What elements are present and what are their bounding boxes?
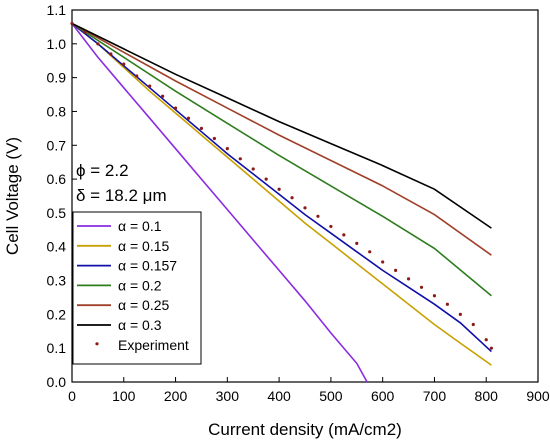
legend-label: α = 0.25	[118, 297, 170, 313]
experiment-point	[368, 250, 372, 254]
series-line-0	[71, 23, 368, 383]
x-axis-title: Current density (mA/cm2)	[208, 420, 402, 439]
y-tick-label: 0.4	[47, 239, 67, 255]
experiment-point	[122, 62, 126, 66]
experiment-point	[212, 136, 216, 141]
experiment-point	[489, 346, 493, 350]
series-line-1	[71, 22, 492, 366]
experiment-point	[238, 157, 242, 161]
experiment-point	[251, 167, 255, 171]
x-tick-label: 800	[475, 388, 499, 404]
y-tick-label: 0.1	[47, 340, 67, 356]
series-line-5	[71, 22, 492, 229]
experiment-point	[303, 206, 307, 210]
series-line-3	[71, 22, 492, 297]
x-tick-label: 400	[267, 388, 291, 404]
experiment-point	[70, 21, 74, 26]
y-tick-label: 0.2	[47, 306, 67, 322]
legend-box	[72, 211, 202, 365]
experiment-point	[445, 302, 449, 306]
experiment-point	[329, 224, 333, 229]
x-axis-ticks: 0 100 200 300 400 500 600 700 800 900	[68, 377, 550, 404]
experiment-point	[316, 214, 320, 218]
experiment-point	[109, 52, 113, 56]
x-tick-label: 900	[526, 388, 550, 404]
legend-label: Experiment	[118, 337, 189, 353]
y-tick-label: 0.0	[47, 374, 67, 390]
experiment-point	[406, 277, 411, 281]
series-line-4	[71, 22, 492, 256]
experiment-point	[419, 285, 424, 289]
annotation-delta: δ = 18.2 μm	[76, 186, 167, 205]
experiment-point	[83, 30, 87, 34]
experiment-point	[458, 312, 462, 316]
experiment-point	[342, 233, 346, 237]
legend-swatch-dot	[95, 342, 99, 346]
x-tick-label: 600	[371, 388, 395, 404]
y-tick-label: 0.8	[47, 103, 67, 119]
legend: α = 0.1 α = 0.15 α = 0.157 α = 0.2 α = 0.25 α…	[72, 211, 202, 365]
plot-frame	[71, 9, 539, 383]
legend-label: α = 0.1	[118, 218, 162, 234]
annotation-phi: ϕ = 2.2	[76, 161, 129, 180]
y-axis-title: Cell Voltage (V)	[3, 137, 22, 255]
legend-label: α = 0.157	[118, 258, 177, 274]
experiment-point	[199, 126, 204, 130]
legend-label: α = 0.15	[118, 238, 170, 254]
experiment-point	[264, 177, 268, 181]
experiment-point	[225, 147, 229, 151]
experiment-point	[96, 42, 100, 46]
experiment-point	[277, 187, 281, 191]
experiment-point	[186, 116, 191, 120]
experiment-point	[173, 106, 178, 110]
x-tick-label: 100	[112, 388, 136, 404]
experiment-point	[471, 322, 475, 327]
y-tick-label: 0.3	[47, 273, 67, 289]
y-tick-label: 0.6	[47, 171, 67, 187]
experiment-point	[135, 74, 139, 78]
x-tick-label: 700	[423, 388, 447, 404]
experiment-point	[148, 84, 152, 88]
experiment-point	[484, 338, 488, 342]
y-tick-label: 1.1	[47, 2, 67, 18]
series-layer	[70, 21, 493, 383]
experiment-point	[381, 260, 385, 264]
experiment-point	[394, 268, 398, 272]
y-tick-label: 0.9	[47, 70, 67, 86]
x-tick-label: 300	[216, 388, 240, 404]
series-line-2	[71, 22, 492, 353]
legend-label: α = 0.2	[118, 277, 162, 293]
experiment-point	[355, 241, 359, 245]
experiment-point	[161, 94, 165, 98]
y-tick-label: 0.5	[47, 205, 67, 221]
legend-label: α = 0.3	[118, 317, 162, 333]
x-tick-label: 500	[319, 388, 343, 404]
y-tick-label: 1.0	[47, 36, 67, 52]
experiment-point	[290, 196, 294, 200]
y-tick-label: 0.7	[47, 137, 67, 153]
experiment-point	[432, 294, 437, 298]
x-tick-label: 0	[68, 388, 76, 404]
x-tick-label: 200	[164, 388, 188, 404]
